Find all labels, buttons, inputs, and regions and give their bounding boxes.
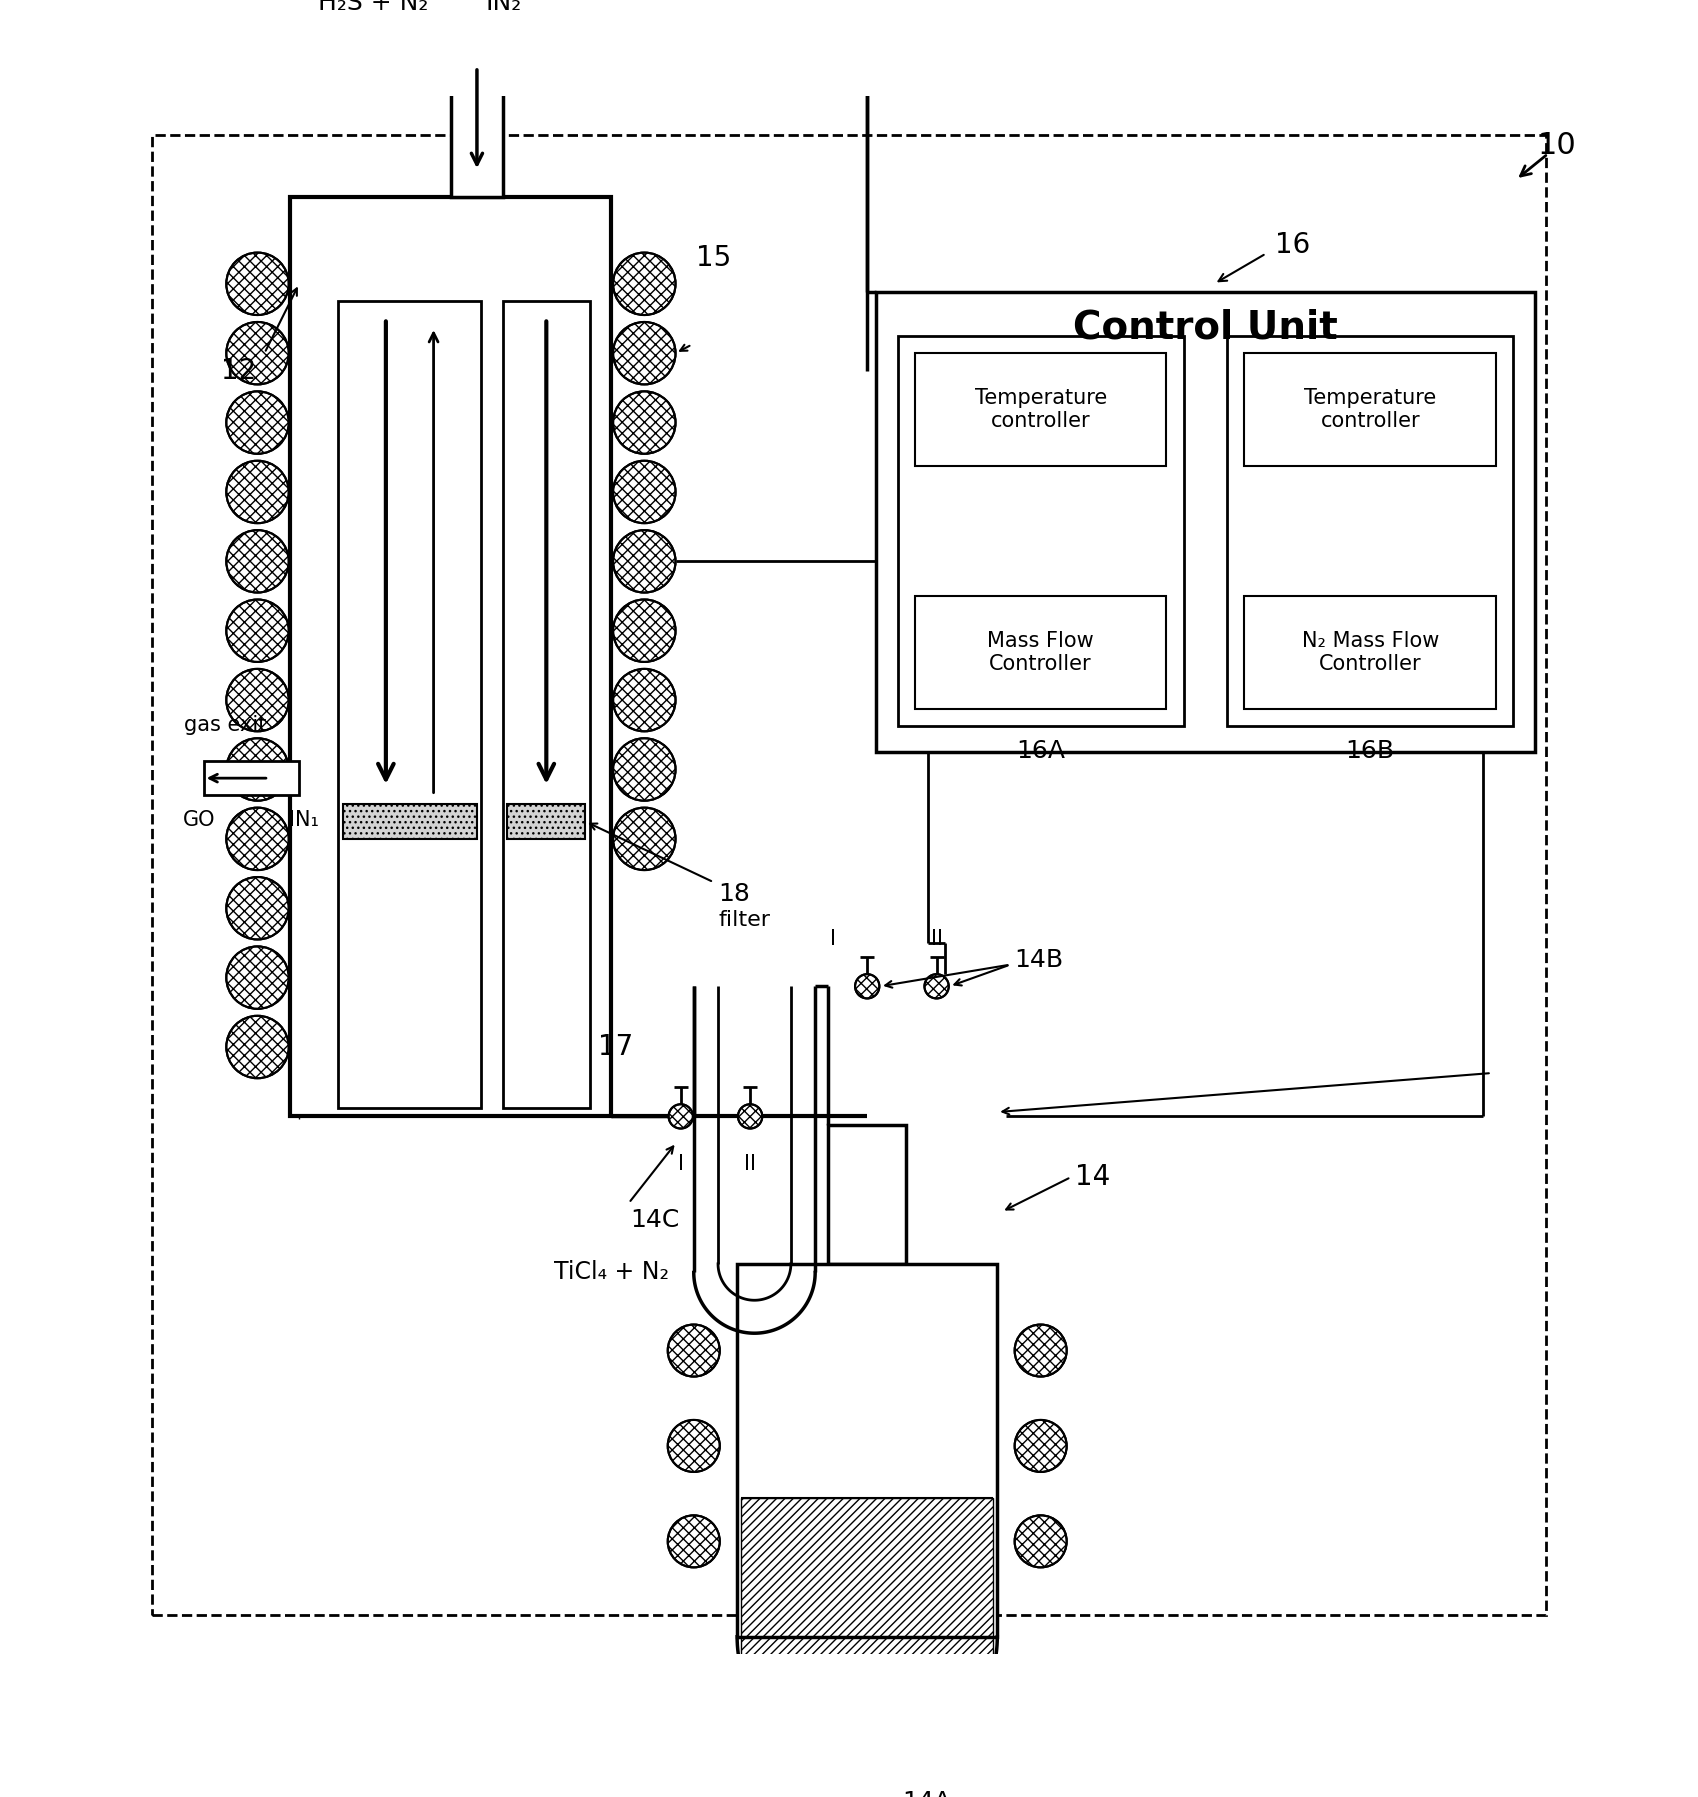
- Circle shape: [613, 392, 676, 455]
- Bar: [508, 805, 586, 839]
- Circle shape: [1015, 1420, 1066, 1472]
- Text: 14A: 14A: [902, 1790, 951, 1797]
- FancyBboxPatch shape: [151, 135, 1547, 1616]
- Circle shape: [613, 739, 676, 801]
- Bar: [503, 302, 589, 1107]
- Text: IN₂: IN₂: [486, 0, 521, 14]
- Text: Temperature
controller: Temperature controller: [1304, 388, 1437, 431]
- Text: 12: 12: [221, 356, 256, 385]
- Bar: [1245, 597, 1496, 708]
- Circle shape: [226, 1015, 289, 1078]
- Text: 14: 14: [1075, 1163, 1110, 1191]
- Circle shape: [226, 460, 289, 523]
- Bar: [290, 198, 611, 1116]
- Text: 16A: 16A: [1015, 739, 1065, 764]
- Text: II: II: [744, 1154, 756, 1173]
- Text: gas exit: gas exit: [185, 715, 267, 735]
- Circle shape: [226, 739, 289, 801]
- Bar: [737, 1263, 997, 1637]
- Bar: [1228, 336, 1513, 726]
- Bar: [898, 336, 1184, 726]
- Text: filter: filter: [718, 909, 769, 931]
- Circle shape: [667, 1515, 720, 1567]
- Circle shape: [226, 947, 289, 1008]
- Bar: [338, 302, 481, 1107]
- Circle shape: [613, 807, 676, 870]
- Text: Temperature
controller: Temperature controller: [975, 388, 1107, 431]
- Circle shape: [226, 600, 289, 661]
- Polygon shape: [737, 1637, 997, 1766]
- Circle shape: [613, 322, 676, 385]
- Bar: [343, 805, 477, 839]
- Circle shape: [1015, 1515, 1066, 1567]
- Text: 15: 15: [696, 244, 732, 271]
- Bar: [876, 293, 1535, 753]
- Text: N₂ Mass Flow
Controller: N₂ Mass Flow Controller: [1302, 631, 1438, 674]
- Text: TiCl₄ + N₂: TiCl₄ + N₂: [554, 1260, 669, 1285]
- Circle shape: [1015, 1324, 1066, 1377]
- Bar: [1245, 354, 1496, 465]
- Text: Control Unit: Control Unit: [1073, 307, 1338, 347]
- Circle shape: [226, 807, 289, 870]
- Circle shape: [856, 974, 880, 999]
- Circle shape: [667, 1324, 720, 1377]
- Circle shape: [226, 530, 289, 593]
- Bar: [452, 41, 503, 198]
- Text: 16: 16: [1275, 230, 1309, 259]
- Circle shape: [613, 600, 676, 661]
- Text: I: I: [678, 1154, 684, 1173]
- Circle shape: [613, 253, 676, 314]
- Bar: [915, 597, 1167, 708]
- Bar: [204, 760, 299, 796]
- Text: 18: 18: [718, 882, 751, 906]
- Bar: [829, 1125, 907, 1263]
- Text: H₂S + N₂: H₂S + N₂: [318, 0, 428, 14]
- Bar: [742, 1499, 993, 1732]
- Circle shape: [924, 974, 949, 999]
- Text: 16B: 16B: [1347, 739, 1394, 764]
- Text: I: I: [830, 929, 835, 949]
- Text: II: II: [931, 929, 942, 949]
- Text: 17: 17: [598, 1033, 633, 1060]
- Circle shape: [226, 877, 289, 940]
- Text: 10: 10: [1537, 131, 1576, 160]
- Circle shape: [226, 322, 289, 385]
- Text: Mass Flow
Controller: Mass Flow Controller: [987, 631, 1094, 674]
- Bar: [915, 354, 1167, 465]
- Circle shape: [226, 253, 289, 314]
- Circle shape: [739, 1103, 762, 1129]
- Circle shape: [613, 530, 676, 593]
- Circle shape: [669, 1103, 693, 1129]
- Text: GO: GO: [183, 810, 216, 830]
- Circle shape: [613, 460, 676, 523]
- Text: 14B: 14B: [1015, 949, 1063, 972]
- Text: 14C: 14C: [630, 1208, 679, 1233]
- Circle shape: [667, 1420, 720, 1472]
- Circle shape: [613, 668, 676, 731]
- Circle shape: [226, 392, 289, 455]
- Circle shape: [226, 668, 289, 731]
- Text: IN₁: IN₁: [289, 810, 319, 830]
